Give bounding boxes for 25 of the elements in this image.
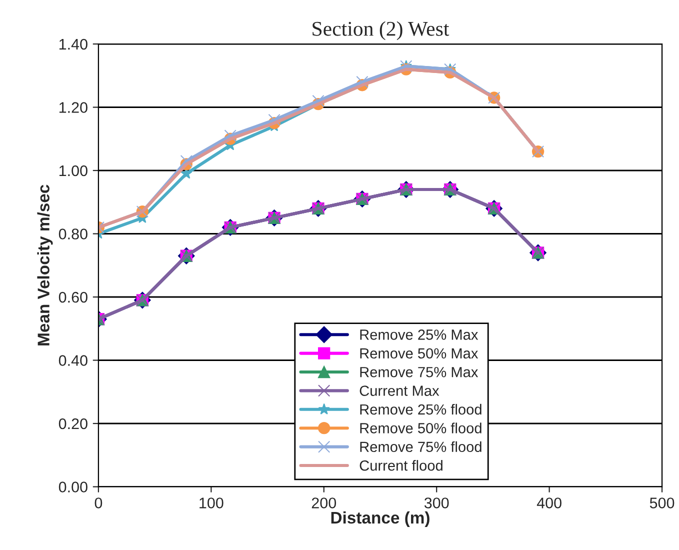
x-tick-label: 200 — [312, 498, 336, 508]
legend-label: Remove 25% Max — [360, 330, 478, 340]
x-tick-label: 0 — [94, 498, 102, 508]
chart-title: Section (2) West — [312, 21, 450, 40]
x-tick-label: 300 — [424, 498, 449, 508]
legend-label: Remove 75% flood — [360, 441, 482, 452]
x-tick-label: 500 — [650, 498, 674, 508]
y-axis-title: Mean Velocity m/sec — [37, 184, 53, 346]
legend-label: Current Max — [360, 386, 440, 396]
x-tick-label: 100 — [200, 498, 224, 508]
y-tick-label: 0.20 — [58, 418, 88, 430]
legend-label: Remove 25% flood — [360, 404, 482, 415]
y-tick-label: 0.60 — [58, 292, 88, 303]
y-tick-label: 0.80 — [58, 228, 88, 240]
x-axis-title: Distance (m) — [331, 511, 430, 527]
legend-label: Remove 50% flood — [360, 422, 482, 434]
x-tick-label: 400 — [536, 498, 562, 508]
legend-label: Current flood — [360, 460, 442, 471]
y-tick-label: 1.20 — [59, 102, 88, 113]
legend-label: Remove 50% Max — [360, 348, 478, 359]
y-tick-label: 0.40 — [58, 355, 88, 366]
y-tick-label: 0.00 — [58, 482, 88, 492]
legend-label: Remove 75% Max — [360, 366, 478, 378]
y-tick-label: 1.00 — [59, 165, 88, 176]
y-tick-label: 1.40 — [59, 38, 88, 50]
